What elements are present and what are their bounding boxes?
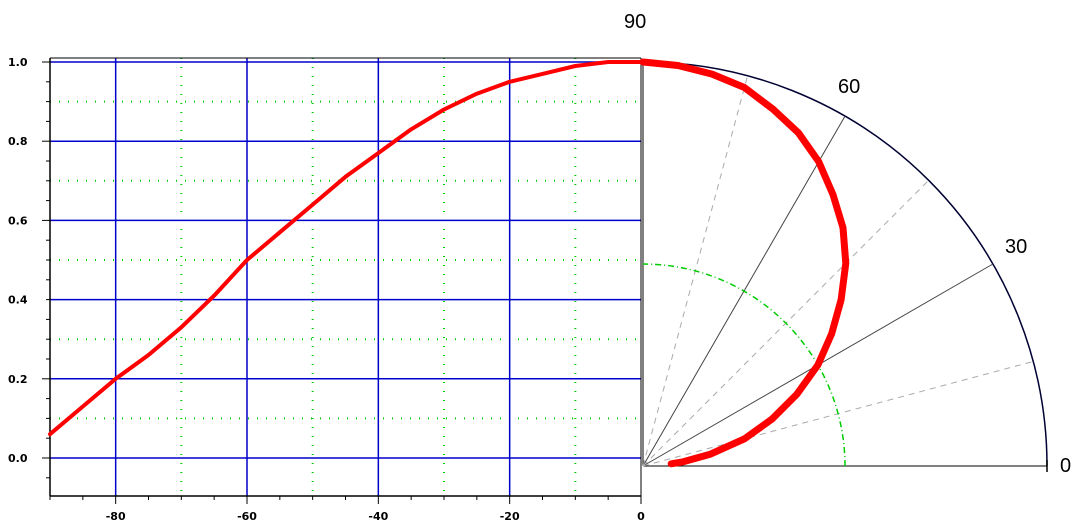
x-tick-label: -20 [500,510,520,523]
y-tick-label: 0.4 [8,294,28,307]
cartesian-series [48,60,643,437]
polar-rim [642,61,1048,467]
cartesian-tick-labels: 0.0 0.2 0.4 0.6 0.8 1.0 -80 -60 -40 -20 0 [8,56,645,523]
polar-ring-half [642,263,846,467]
polar-grid [642,61,1048,472]
y-tick-label: 0.6 [8,214,28,227]
series-line [48,60,643,437]
x-tick-label: 0 [637,510,645,523]
y-tick-label: 0.8 [8,135,28,148]
cartesian-axes [42,57,642,504]
polar-curve [639,58,850,468]
x-tick-label: -40 [368,510,388,523]
polar-series [639,58,850,468]
x-tick-label: -60 [237,510,257,523]
polar-angle-label: 90 [624,11,646,33]
cartesian-grid [50,58,641,496]
polar-angle-label: 0 [1060,455,1071,477]
polar-angle-labels: 90 60 30 0 [624,11,1071,477]
x-tick-label: -80 [106,510,126,523]
y-tick-label: 0.2 [8,373,28,386]
y-tick-label: 1.0 [8,56,28,69]
polar-angle-label: 30 [1005,236,1027,258]
polar-angle-label: 60 [838,76,860,98]
y-tick-label: 0.0 [8,452,28,465]
